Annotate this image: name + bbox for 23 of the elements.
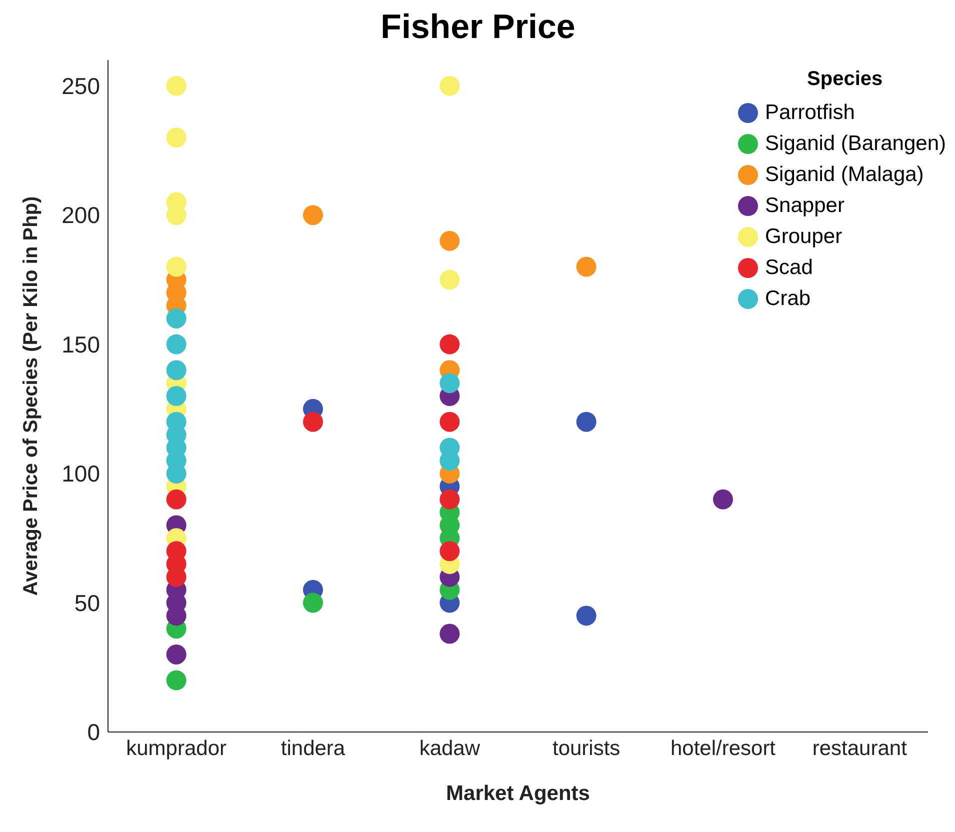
legend-label: Siganid (Barangen) — [765, 132, 946, 156]
legend-label: Parrotfish — [765, 100, 855, 124]
y-tick-label: 50 — [74, 590, 100, 616]
y-tick-label: 250 — [62, 73, 100, 100]
legend-label: Scad — [765, 256, 813, 280]
x-tick-label: kadaw — [419, 736, 481, 760]
y-tick-label: 150 — [62, 331, 100, 358]
y-axis-title: Average Price of Species (Per Kilo in Php) — [20, 196, 42, 596]
x-tick-label: tindera — [280, 736, 346, 760]
legend-title: Species — [807, 68, 884, 91]
x-tick-label: tourists — [552, 736, 620, 760]
x-tick-label: hotel/resort — [670, 736, 776, 760]
legend-label: Snapper — [765, 194, 844, 218]
legend-label: Siganid (Malaga) — [765, 162, 924, 186]
x-tick-label: restaurant — [812, 736, 908, 760]
legend-label: Grouper — [765, 224, 842, 248]
y-tick-label: 200 — [62, 202, 100, 228]
x-axis-title: Market Agents — [446, 782, 590, 805]
legend-label: Crab — [765, 286, 811, 310]
y-tick-label: 0 — [87, 719, 100, 746]
x-tick-label: kumprador — [126, 736, 227, 760]
chart-title: Fisher Price — [380, 8, 576, 48]
y-tick-label: 100 — [62, 460, 100, 487]
